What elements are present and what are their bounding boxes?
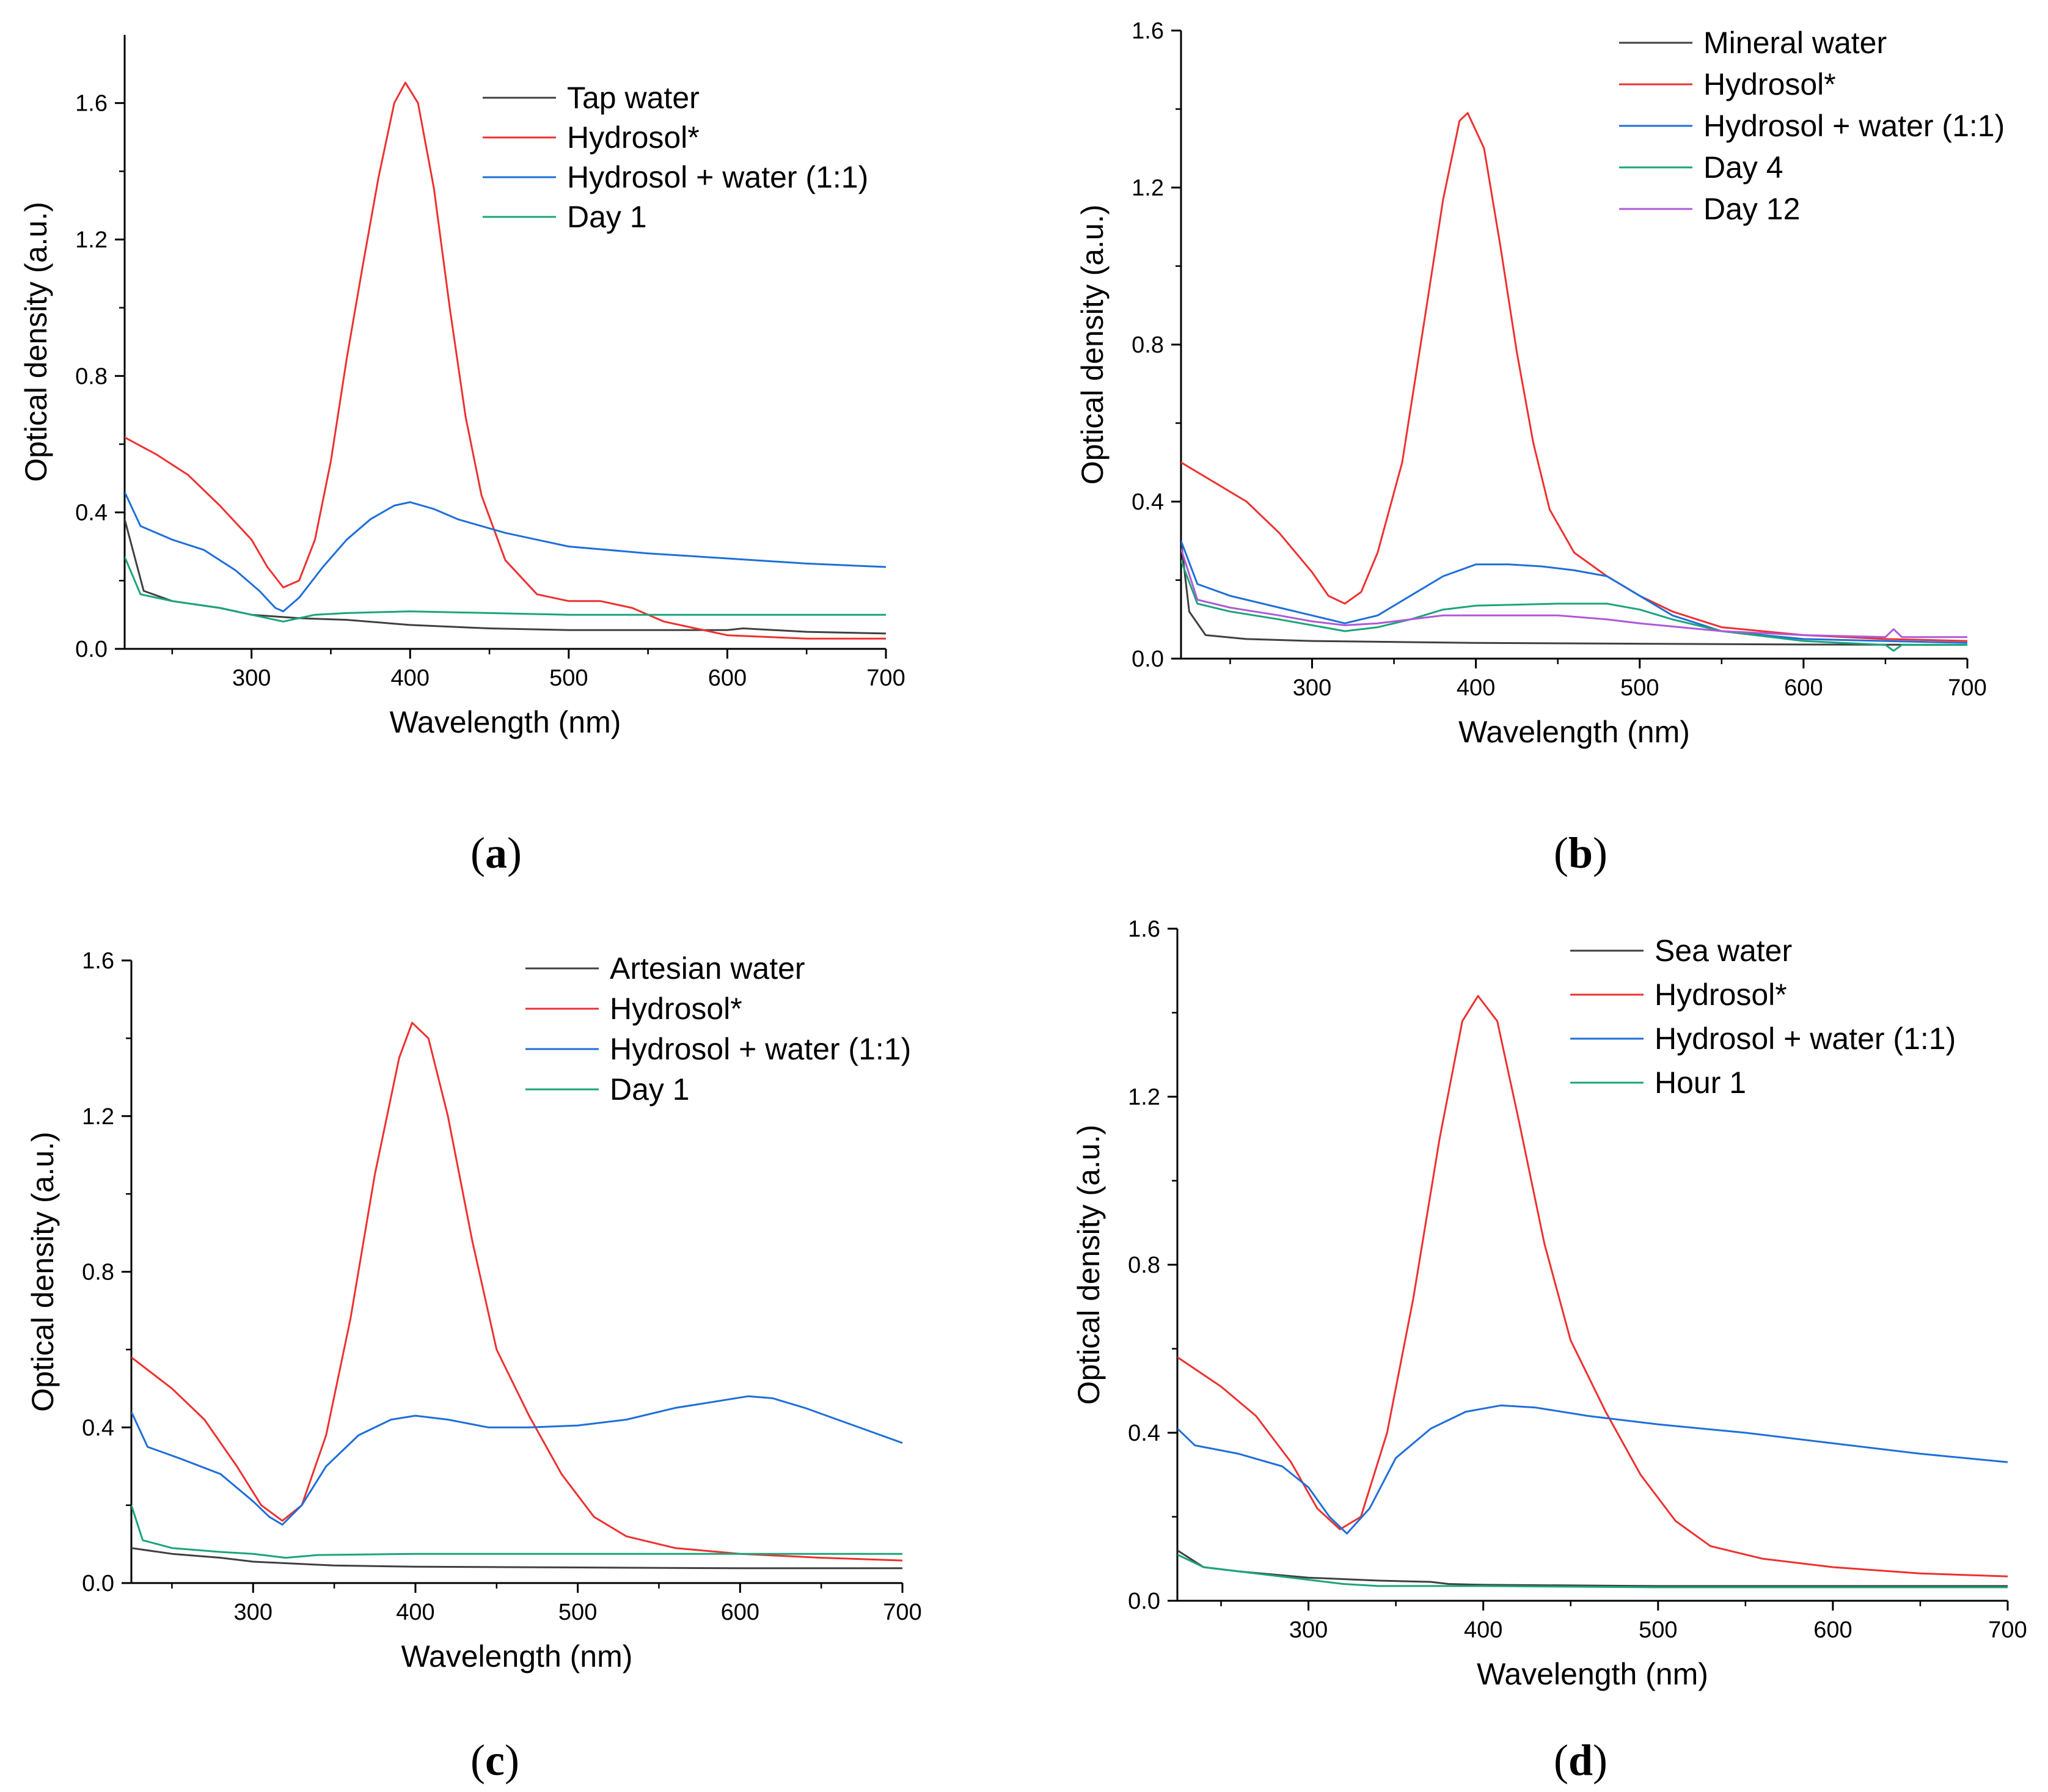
y-tick-label: 0.8	[75, 364, 108, 389]
y-tick-label: 1.2	[82, 1104, 114, 1130]
legend-label: Day 1	[567, 200, 647, 234]
legend-label: Hydrosol*	[610, 992, 742, 1026]
x-tick-label: 700	[883, 1600, 921, 1625]
y-tick-label: 0.8	[1132, 332, 1164, 358]
x-tick-label: 300	[1293, 675, 1331, 701]
x-axis-title: Wavelength (nm)	[401, 1639, 633, 1673]
legend-label: Day 12	[1703, 192, 1800, 226]
y-axis-title: Optical density (a.u.)	[19, 202, 53, 482]
x-tick-label: 500	[1620, 675, 1659, 701]
series-line-hydrosol	[131, 1022, 902, 1562]
y-tick-label: 0.4	[82, 1415, 114, 1441]
legend-label: Day 4	[1703, 150, 1783, 185]
series-line-day-4	[1181, 560, 1967, 652]
series-line-day-1	[125, 556, 886, 623]
legend-label: Day 1	[610, 1072, 690, 1106]
x-tick-label: 500	[549, 665, 588, 691]
legend-label: Tap water	[567, 81, 700, 115]
legend-label: Hydrosol + water (1:1)	[1703, 109, 2005, 143]
y-tick-label: 1.2	[1128, 1084, 1160, 1110]
x-tick-label: 600	[708, 665, 747, 691]
legend-label: Hydrosol + water (1:1)	[567, 160, 868, 194]
panel-label: (b)	[1554, 828, 1607, 877]
x-axis-title: Wavelength (nm)	[1458, 715, 1690, 749]
x-tick-label: 500	[558, 1600, 597, 1625]
y-tick-label: 0.4	[1132, 489, 1164, 515]
panel-label: (d)	[1554, 1736, 1607, 1785]
legend-label: Hydrosol*	[567, 120, 700, 155]
x-tick-label: 600	[1813, 1617, 1852, 1643]
legend-label: Hydrosol*	[1703, 67, 1836, 101]
legend-label: Hydrosol + water (1:1)	[1655, 1022, 1956, 1056]
x-tick-label: 600	[1784, 675, 1823, 701]
x-tick-label: 400	[396, 1600, 434, 1625]
legend: Tap water Hydrosol* Hydrosol + water (1:1)…	[483, 81, 868, 234]
series-line-hour-1	[1177, 1554, 2008, 1589]
series-line-day-1	[131, 1505, 902, 1559]
legend-label: Artesian water	[610, 951, 805, 986]
chart-panel-a: 300 400 500 600 700 0.0 0.4 0.8 1.2 1.6 Wavelength…	[19, 35, 905, 877]
legend: Artesian water Hydrosol* Hydrosol + water …	[525, 951, 911, 1106]
panel-label: (c)	[470, 1736, 519, 1785]
y-tick-label: 0.0	[82, 1571, 114, 1596]
y-tick-label: 1.2	[75, 227, 108, 253]
y-tick-label: 0.0	[1132, 646, 1164, 672]
y-tick-label: 0.8	[1128, 1253, 1160, 1278]
x-axis-title: Wavelength (nm)	[1477, 1657, 1708, 1691]
y-tick-label: 1.6	[1128, 916, 1160, 942]
series-line-hydrosol	[125, 81, 886, 640]
x-tick-label: 500	[1639, 1617, 1677, 1643]
x-tick-label: 600	[721, 1600, 759, 1625]
x-tick-label: 700	[1988, 1617, 2027, 1643]
y-axis-title: Optical density (a.u.)	[26, 1132, 60, 1412]
y-tick-label: 1.2	[1132, 175, 1164, 201]
y-tick-label: 1.6	[75, 91, 108, 117]
legend: Sea water Hydrosol* Hydrosol + water (1:1)…	[1570, 934, 1956, 1100]
x-tick-label: 700	[866, 665, 905, 691]
y-axis-title: Optical density (a.u.)	[1075, 205, 1110, 485]
chart-panel-b: 300 400 500 600 700 0.0 0.4 0.8 1.2 1.6 Wavelength…	[1075, 18, 2005, 877]
series-line-artesian-water	[131, 1547, 902, 1570]
legend-label: Mineral water	[1703, 26, 1887, 60]
y-tick-label: 0.4	[75, 500, 108, 526]
x-axis-title: Wavelength (nm)	[390, 705, 621, 739]
y-tick-label: 0.4	[1128, 1421, 1160, 1446]
series-line-hydrosol	[1177, 995, 2008, 1578]
x-tick-label: 400	[391, 665, 430, 691]
panel-label: (a)	[470, 828, 522, 877]
legend-label: Hour 1	[1655, 1066, 1746, 1100]
series-line-day-12	[1181, 548, 1967, 638]
x-tick-label: 300	[1289, 1617, 1328, 1643]
series-line-hydrosol-water-1-1	[125, 491, 886, 613]
y-tick-label: 0.8	[82, 1260, 114, 1285]
series-line-hydrosol-water-1-1	[131, 1395, 902, 1526]
chart-panel-d: 300 400 500 600 700 0.0 0.4 0.8 1.2 1.6 Wavelength…	[1072, 916, 2027, 1785]
legend: Mineral water Hydrosol* Hydrosol + water (…	[1619, 26, 2005, 226]
x-tick-label: 400	[1457, 675, 1495, 701]
x-tick-label: 700	[1948, 675, 1986, 701]
legend-label: Sea water	[1655, 934, 1792, 968]
y-axis-title: Optical density (a.u.)	[1072, 1125, 1106, 1405]
y-tick-label: 0.0	[75, 637, 108, 662]
y-tick-label: 0.0	[1128, 1589, 1160, 1614]
legend-label: Hydrosol + water (1:1)	[610, 1032, 911, 1066]
series-line-mineral-water	[1181, 541, 1967, 646]
series-line-hydrosol	[1181, 112, 1967, 642]
y-tick-label: 1.6	[82, 948, 114, 974]
legend-label: Hydrosol*	[1655, 978, 1787, 1012]
x-tick-label: 300	[232, 665, 271, 691]
y-tick-label: 1.6	[1132, 18, 1164, 44]
x-tick-label: 400	[1464, 1617, 1502, 1643]
chart-panel-c: 300 400 500 600 700 0.0 0.4 0.8 1.2 1.6 Wavelength…	[26, 948, 922, 1785]
x-tick-label: 300	[234, 1600, 272, 1625]
series-line-hydrosol-water-1-1	[1177, 1404, 2008, 1535]
